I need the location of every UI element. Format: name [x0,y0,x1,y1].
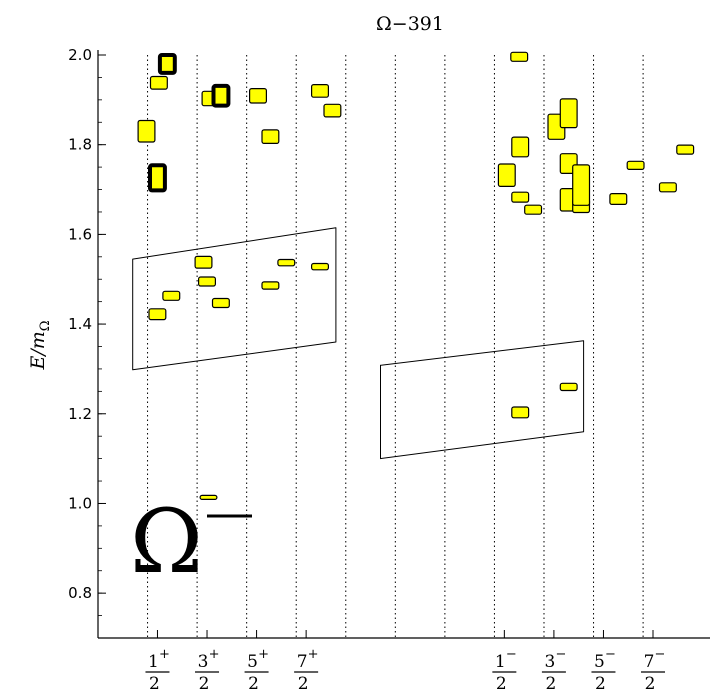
energy-level-box [261,129,280,144]
x-tick-parity: + [159,647,170,662]
x-tick-denominator: 2 [545,674,556,691]
axes [97,50,710,639]
x-tick-label: 1 +2 [145,630,170,694]
energy-level-box [559,98,578,129]
energy-level-box [323,103,342,118]
energy-level-box [211,297,230,309]
energy-level-box [511,191,530,203]
energy-level-box [194,255,213,269]
energy-level-box [199,494,218,500]
y-tick-label: 1.4 [68,315,92,333]
x-tick-numerator: 7 [644,652,655,672]
x-tick-denominator: 2 [149,674,160,691]
y-tick-label: 1.2 [68,405,92,423]
y-axis-label-text: E/mΩ [27,320,53,370]
x-tick-numerator: 5 [247,652,258,672]
energy-level-box [137,119,156,143]
x-tick-numerator: 3 [198,652,209,672]
x-tick-label: 3 − 2 [541,630,566,694]
chart-title: Ω−391 [376,13,444,35]
region-outlines [132,227,585,460]
y-tick-label: 1.6 [68,225,92,243]
x-tick-parity: − [655,647,666,662]
energy-level-box [148,308,167,321]
omega-annotation: Ω [130,490,252,593]
region-outline-1 [132,227,337,371]
x-tick-label: 3 +2 [195,630,220,694]
x-tick-parity: + [209,647,220,662]
energy-level-box [572,164,591,206]
x-tick-denominator: 2 [496,674,507,691]
energy-level-box [511,136,530,158]
energy-level-box [676,144,695,155]
x-tick-parity: − [506,647,517,662]
energy-level-box [277,258,296,267]
energy-level-box [148,163,167,193]
region-outline-2 [380,340,585,460]
x-tick-labels: 1 +23 +25 +27 +21 −23 −25 −27 −2 [145,630,666,694]
energy-level-box [261,281,280,290]
x-tick-denominator: 2 [199,674,210,691]
x-tick-denominator: 2 [298,674,309,691]
x-tick-label: 7 +2 [294,630,319,694]
energy-level-box [626,160,645,171]
energy-level-box [511,406,530,419]
x-tick-label: 7 − 2 [641,630,666,694]
x-tick-numerator: 3 [544,652,555,672]
energy-level-box [609,193,628,206]
energy-level-box [211,83,231,108]
y-tick-label: 2.0 [68,46,92,64]
energy-level-box [559,382,578,392]
x-tick-denominator: 2 [248,674,259,691]
x-tick-parity: + [308,647,319,662]
x-tick-parity: − [555,647,566,662]
energy-level-box [497,163,516,187]
y-tick-label: 1.0 [68,494,92,512]
x-tick-parity: + [258,647,269,662]
x-tick-denominator: 2 [645,674,656,691]
energy-level-box [311,262,330,271]
energy-levels [137,51,695,500]
energy-level-box [658,182,677,193]
energy-level-box [311,83,330,98]
energy-level-box [524,204,543,215]
y-ticks: 0.8 1.0 1.2 1.4 1.6 1.8 2.0 [68,46,106,616]
y-tick-label: 1.8 [68,136,92,154]
y-axis-label: E/mΩ [27,320,53,370]
x-tick-label: 5 +2 [244,630,269,694]
x-tick-parity: − [605,647,616,662]
x-tick-numerator: 1 [148,652,159,672]
x-tick-numerator: 7 [297,652,308,672]
energy-level-box [510,51,529,62]
category-separators [147,55,644,638]
y-tick-label: 0.8 [68,584,92,602]
energy-level-box [249,87,268,104]
x-tick-numerator: 1 [495,652,506,672]
energy-level-box [157,53,177,75]
omega-annotation-text: Ω [130,490,203,593]
energy-level-box [198,276,217,287]
x-tick-label: 5 − 2 [591,630,616,694]
x-tick-denominator: 2 [595,674,606,691]
x-tick-label: 1 − 2 [492,630,517,694]
energy-level-box [162,290,181,301]
energy-level-box [149,75,168,90]
x-tick-numerator: 5 [594,652,605,672]
